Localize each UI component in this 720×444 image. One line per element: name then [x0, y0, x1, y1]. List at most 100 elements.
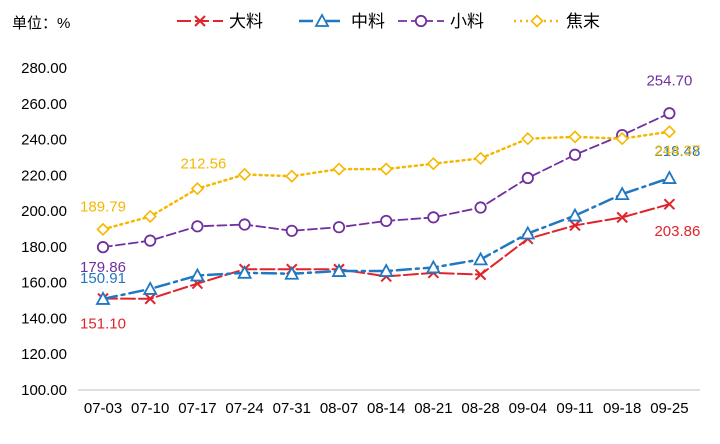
legend-item-1: 中料 — [299, 12, 385, 31]
data-point — [189, 267, 205, 282]
y-tick-label: 240.00 — [21, 132, 67, 149]
y-tick-label: 120.00 — [21, 346, 67, 363]
x-tick-label: 07-24 — [225, 400, 263, 417]
data-point — [473, 151, 488, 165]
data-point — [332, 221, 346, 234]
x-tick-label: 08-07 — [320, 400, 358, 417]
data-point — [237, 167, 252, 182]
legend-item-2: 小料 — [398, 12, 484, 31]
data-label: 203.86 — [654, 223, 700, 240]
data-point — [95, 291, 111, 305]
legend-label: 小料 — [450, 12, 484, 31]
data-point — [663, 107, 676, 120]
x-tick-label: 09-25 — [650, 400, 688, 417]
data-point — [144, 293, 156, 305]
y-tick-label: 160.00 — [21, 275, 67, 292]
x-tick-label: 07-17 — [178, 400, 216, 417]
data-point — [378, 263, 394, 277]
data-point — [615, 132, 629, 146]
data-point — [379, 162, 393, 176]
series-line — [102, 112, 671, 249]
legend-item-0: 大料 — [177, 12, 263, 31]
series-3 — [96, 125, 677, 237]
y-axis: 100.00 120.00 140.00 160.00 180.00 200.00 220.… — [21, 60, 67, 399]
y-tick-label: 140.00 — [21, 310, 67, 327]
data-point — [237, 264, 253, 279]
data-point — [520, 225, 536, 240]
data-point — [143, 209, 157, 224]
data-point — [380, 214, 393, 228]
series-2 — [96, 107, 676, 254]
data-point — [425, 259, 441, 274]
x-tick-label: 07-03 — [84, 400, 122, 417]
data-point — [426, 157, 441, 171]
data-point — [473, 251, 489, 266]
data-point — [96, 241, 110, 254]
x-tick-label: 09-11 — [556, 400, 593, 417]
data-label: 218.48 — [654, 143, 700, 160]
y-tick-label: 200.00 — [21, 203, 67, 220]
data-point — [96, 222, 110, 237]
data-point — [191, 220, 204, 233]
data-point — [238, 218, 251, 231]
data-point — [427, 211, 440, 224]
series-line — [101, 176, 671, 301]
y-tick-label: 220.00 — [21, 167, 67, 184]
data-label: 189.79 — [80, 198, 126, 215]
data-point — [663, 198, 676, 210]
plot-area — [95, 107, 677, 305]
data-label: 254.70 — [646, 72, 692, 89]
data-point — [332, 162, 346, 176]
legend-label: 焦末 — [566, 12, 600, 31]
x-tick-label: 07-10 — [131, 400, 169, 417]
legend-label: 大料 — [229, 12, 263, 31]
data-label: 151.10 — [80, 316, 126, 333]
data-label: 150.91 — [80, 270, 126, 287]
data-point — [569, 219, 581, 232]
x-tick-label: 08-28 — [461, 400, 499, 417]
data-point — [142, 281, 158, 295]
unit-label: 单位：% — [12, 15, 70, 32]
series-1 — [95, 170, 677, 305]
series-line — [101, 130, 671, 231]
data-point — [285, 224, 298, 237]
data-point — [144, 234, 157, 247]
data-point — [661, 170, 677, 184]
data-label: 212.56 — [180, 156, 226, 173]
data-labels: 151.10 203.86 150.91 218.48 179.86 254.70 189.… — [80, 72, 700, 332]
legend: 大料 中料 小料 焦末 — [177, 12, 600, 31]
data-point — [474, 201, 487, 214]
data-point — [285, 169, 299, 183]
data-label: 244.37 — [654, 143, 700, 160]
x-tick-label: 08-14 — [367, 400, 405, 417]
data-point — [331, 263, 347, 277]
x-axis: 07-03 07-10 07-17 07-24 07-31 08-07 08-14 08-21… — [78, 389, 700, 417]
data-point — [284, 265, 300, 280]
data-point — [568, 148, 582, 161]
data-point — [614, 186, 630, 201]
y-tick-label: 280.00 — [21, 60, 67, 77]
x-tick-label: 09-18 — [603, 400, 641, 417]
data-point — [190, 182, 205, 196]
circle-icon — [414, 14, 428, 28]
y-tick-label: 180.00 — [21, 239, 67, 256]
x-tick-label: 08-21 — [414, 400, 452, 417]
x-icon — [194, 15, 206, 27]
data-point — [616, 211, 628, 224]
legend-item-3: 焦末 — [514, 12, 600, 31]
data-point — [568, 130, 582, 144]
data-point — [567, 207, 583, 222]
diamond-icon — [530, 14, 544, 28]
y-tick-label: 260.00 — [21, 96, 67, 113]
x-tick-label: 09-04 — [509, 400, 547, 417]
x-tick-label: 07-31 — [273, 400, 311, 417]
data-label: 179.86 — [80, 259, 126, 276]
data-point — [521, 171, 534, 185]
data-point — [662, 125, 677, 139]
data-point — [474, 268, 487, 281]
triangle-icon — [314, 13, 330, 27]
data-point — [521, 132, 535, 146]
legend-label: 中料 — [351, 12, 385, 31]
y-tick-label: 100.00 — [21, 382, 67, 399]
